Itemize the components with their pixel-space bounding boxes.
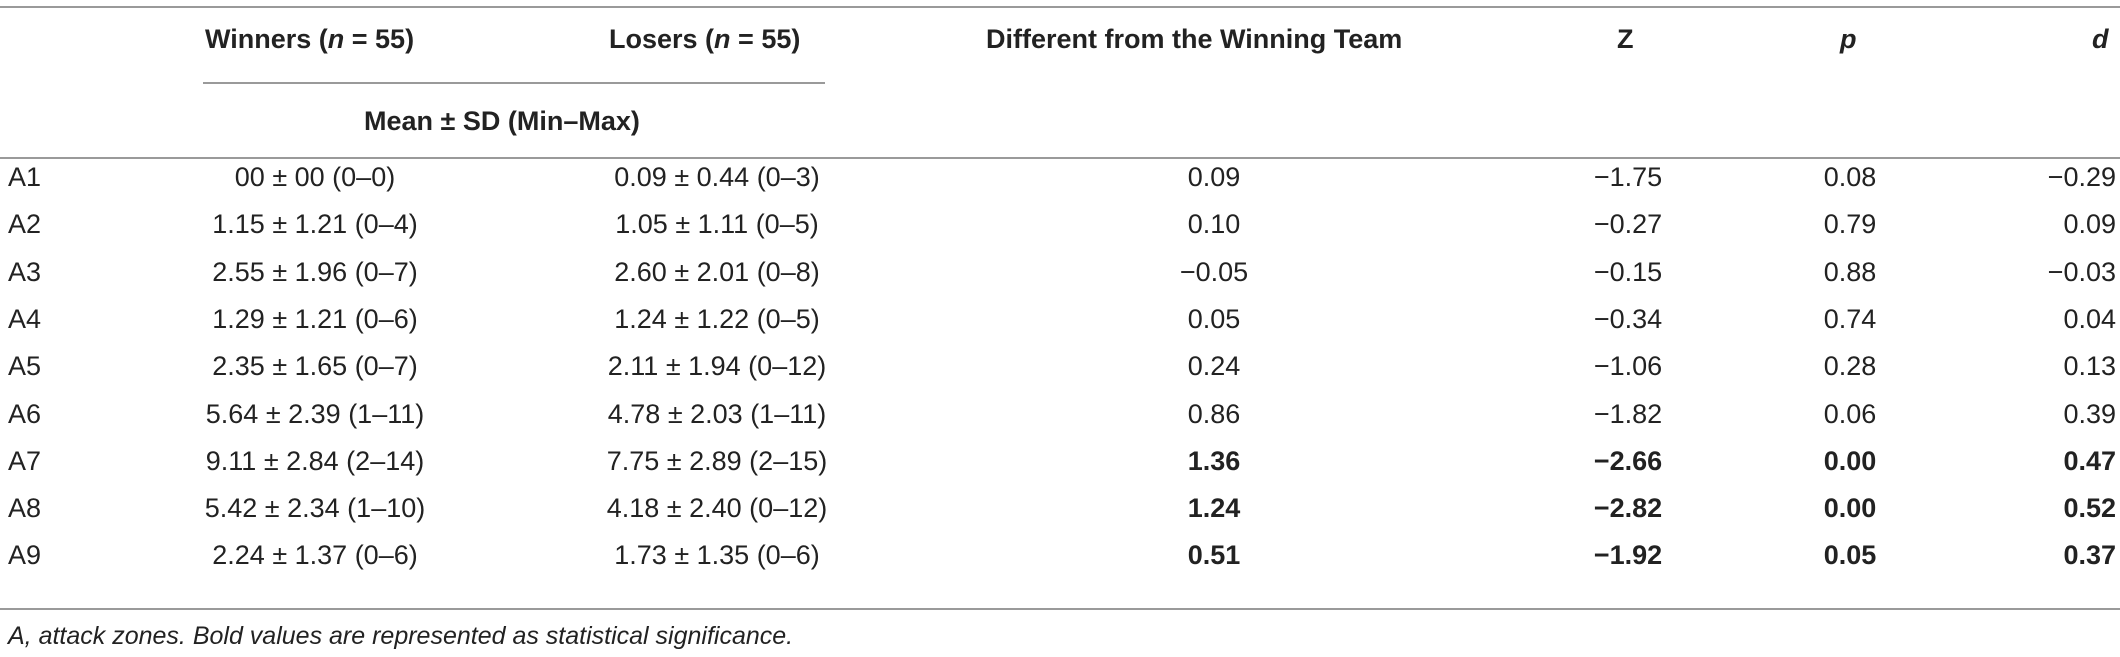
cell-p: 0.06 [1823, 398, 1877, 429]
header-losers: Losers (n = 55) [609, 24, 801, 54]
cell-winners: 00 ± 00 (0–0) [234, 162, 396, 192]
row-zone-label: A9 [8, 540, 42, 571]
cell-d: 0.13 [2063, 351, 2116, 382]
header-p: p [1840, 24, 1857, 54]
cell-diff: 0.09 [1187, 162, 1241, 192]
cell-p: 0.88 [1823, 256, 1877, 287]
cell-z: −1.75 [1593, 162, 1663, 192]
cell-z: −1.92 [1593, 540, 1663, 571]
header-winners: Winners (n = 55) [205, 24, 415, 54]
row-zone-label: A3 [8, 256, 42, 287]
cell-d: −0.03 [2047, 256, 2116, 287]
cell-winners: 2.55 ± 1.96 (0–7) [212, 256, 418, 287]
table-bottom-rule [0, 608, 2120, 610]
cell-winners: 5.42 ± 2.34 (1–10) [204, 493, 426, 524]
cell-z: −2.82 [1593, 493, 1663, 524]
cell-winners: 9.11 ± 2.84 (2–14) [205, 445, 425, 476]
table-top-rule [0, 6, 2120, 8]
cell-losers: 1.24 ± 1.22 (0–5) [614, 303, 820, 334]
row-zone-label: A2 [8, 209, 42, 240]
cell-d: 0.39 [2063, 398, 2116, 429]
cell-winners: 2.24 ± 1.37 (0–6) [212, 540, 418, 571]
header-difference: Different from the Winning Team [986, 24, 1403, 54]
cell-d: 0.37 [2063, 540, 2116, 571]
cell-losers: 4.78 ± 2.03 (1–11) [607, 398, 827, 429]
cell-p: 0.08 [1823, 162, 1877, 192]
cell-losers: 1.73 ± 1.35 (0–6) [614, 540, 820, 571]
cell-losers: 4.18 ± 2.40 (0–12) [606, 493, 828, 524]
cell-z: −2.66 [1593, 445, 1663, 476]
cell-losers: 7.75 ± 2.89 (2–15) [606, 445, 828, 476]
cell-z: −1.06 [1593, 351, 1663, 382]
cell-p: 0.74 [1823, 303, 1877, 334]
cell-losers: 2.11 ± 1.94 (0–12) [607, 351, 827, 382]
cell-diff: 0.24 [1187, 351, 1241, 382]
cell-diff: 0.05 [1187, 303, 1241, 334]
cell-diff: −0.05 [1179, 256, 1249, 287]
header-d: d [2092, 24, 2109, 54]
row-zone-label: A6 [8, 398, 42, 429]
cell-losers: 0.09 ± 0.44 (0–3) [614, 162, 820, 192]
row-zone-label: A1 [8, 162, 42, 192]
cell-winners: 1.29 ± 1.21 (0–6) [212, 303, 418, 334]
cell-p: 0.05 [1823, 540, 1877, 571]
cell-z: −0.15 [1593, 256, 1663, 287]
cell-losers: 2.60 ± 2.01 (0–8) [614, 256, 820, 287]
cell-diff: 1.24 [1187, 493, 1241, 524]
cell-losers: 1.05 ± 1.11 (0–5) [615, 209, 819, 240]
cell-diff: 1.36 [1187, 445, 1241, 476]
table-header-rule [0, 157, 2120, 159]
cell-diff: 0.10 [1187, 209, 1241, 240]
cell-winners: 2.35 ± 1.65 (0–7) [212, 351, 418, 382]
cell-diff: 0.86 [1187, 398, 1241, 429]
cell-d: 0.52 [2063, 493, 2116, 524]
cell-d: 0.04 [2063, 303, 2116, 334]
cell-p: 0.00 [1823, 493, 1877, 524]
table-footnote: A, attack zones. Bold values are represe… [8, 622, 794, 650]
cell-winners: 1.15 ± 1.21 (0–4) [212, 209, 418, 240]
cell-p: 0.79 [1823, 209, 1877, 240]
cell-p: 0.00 [1823, 445, 1877, 476]
cell-z: −0.34 [1593, 303, 1663, 334]
cell-d: 0.47 [2063, 445, 2116, 476]
cell-p: 0.28 [1823, 351, 1877, 382]
row-zone-label: A8 [8, 493, 42, 524]
cell-d: 0.09 [2063, 209, 2116, 240]
cell-winners: 5.64 ± 2.39 (1–11) [205, 398, 425, 429]
row-zone-label: A4 [8, 303, 42, 334]
cell-d: −0.29 [2047, 162, 2116, 192]
header-z: Z [1617, 24, 1634, 54]
cell-z: −1.82 [1593, 398, 1663, 429]
header-spanner-rule [203, 82, 825, 84]
row-zone-label: A5 [8, 351, 42, 382]
cell-diff: 0.51 [1187, 540, 1241, 571]
header-mean-sd: Mean ± SD (Min–Max) [364, 106, 640, 136]
cell-z: −0.27 [1593, 209, 1663, 240]
row-zone-label: A7 [8, 445, 42, 476]
